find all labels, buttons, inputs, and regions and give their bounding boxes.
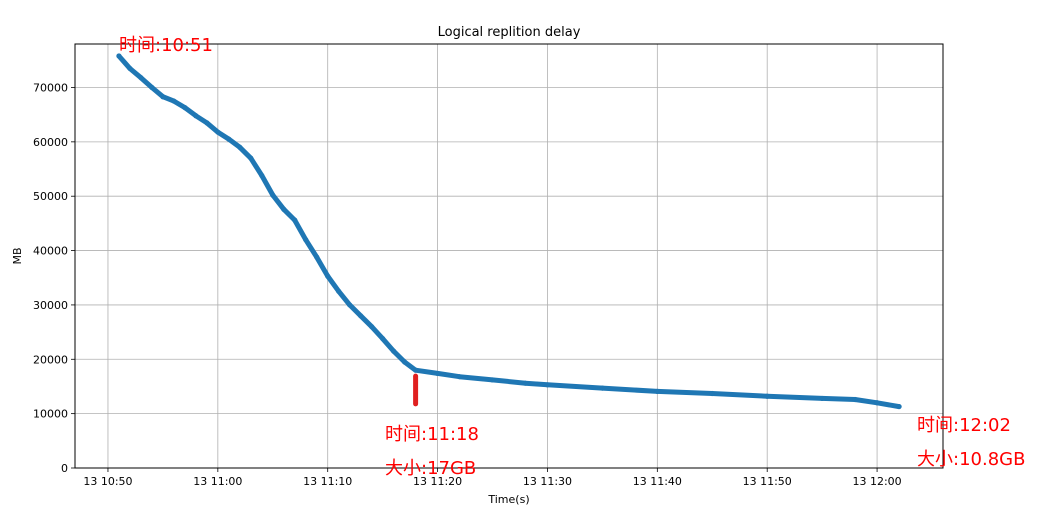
data-point <box>391 348 397 354</box>
data-point <box>116 53 122 59</box>
data-point <box>380 336 386 342</box>
y-tick-label: 50000 <box>33 190 68 203</box>
data-point <box>204 120 210 126</box>
annotation-end-line-2: 大小:10.8GB <box>917 449 1025 470</box>
data-point <box>709 390 715 397</box>
x-tick-label: 13 11:10 <box>303 475 352 488</box>
data-point <box>654 388 660 394</box>
data-point <box>413 367 419 373</box>
data-point <box>522 380 529 386</box>
data-point <box>896 403 902 410</box>
annotation-mid-line-2: 大小:17GB <box>385 458 476 479</box>
x-tick-label: 13 11:50 <box>743 475 792 488</box>
x-tick-label: 13 11:40 <box>633 475 682 488</box>
data-point <box>599 385 605 391</box>
data-point <box>270 192 276 198</box>
x-tick-label: 13 11:00 <box>193 475 242 488</box>
x-tick-label: 13 11:20 <box>413 475 462 488</box>
data-point <box>314 254 320 260</box>
data-point <box>874 400 880 406</box>
data-point <box>819 395 825 402</box>
plot-frame <box>74 43 944 469</box>
data-point <box>281 206 287 212</box>
data-point <box>434 370 441 377</box>
annotation-start-line-1: 时间:10:51 <box>119 35 213 56</box>
x-axis-label: Time(s) <box>487 493 529 506</box>
data-point <box>764 393 770 399</box>
data-point <box>171 98 177 104</box>
chart-title: Logical replition delay <box>438 25 581 40</box>
data-point <box>248 155 254 161</box>
data-point <box>193 113 199 119</box>
y-tick-label: 40000 <box>33 245 68 258</box>
y-tick-label: 30000 <box>33 299 68 312</box>
data-point <box>325 273 331 279</box>
y-axis-label: MB <box>11 247 24 264</box>
data-point <box>369 324 375 330</box>
data-point <box>358 313 364 319</box>
y-tick-label: 60000 <box>33 136 68 149</box>
data-point <box>852 396 858 403</box>
data-point <box>544 382 551 388</box>
x-tick-label: 13 12:00 <box>852 475 901 488</box>
x-tick-label: 13 10:50 <box>83 475 132 488</box>
data-point <box>303 237 309 243</box>
data-point <box>292 217 298 223</box>
y-tick-label: 10000 <box>33 408 68 421</box>
data-point <box>402 359 408 365</box>
data-point <box>489 377 496 383</box>
data-point <box>138 75 144 81</box>
series-layer <box>116 53 902 410</box>
data-point <box>182 105 188 111</box>
data-point <box>259 172 265 179</box>
y-tick-label: 70000 <box>33 81 68 94</box>
data-point <box>160 94 166 100</box>
data-point <box>127 65 133 72</box>
y-tick-label: 20000 <box>33 353 68 366</box>
grid <box>75 44 943 469</box>
data-point <box>336 288 342 294</box>
x-tick-label: 13 11:30 <box>523 475 572 488</box>
annotation-end-line-1: 时间:12:02 <box>917 415 1011 436</box>
data-point <box>347 302 353 308</box>
data-point <box>226 136 232 142</box>
data-point <box>149 84 155 91</box>
data-point <box>456 374 463 380</box>
annotation-mid-line-1: 时间:11:18 <box>385 424 479 445</box>
ticks-layer: 13 10:50 13 11:00 13 11:10 13 11:20 13 11:30… <box>33 81 902 488</box>
y-tick-label: 0 <box>61 462 68 475</box>
data-point <box>215 129 221 135</box>
data-point <box>237 144 243 150</box>
annotation-layer: 时间:10:51 时间:11:18 大小:17GB 时间:12:02 大小:10… <box>119 35 1025 479</box>
